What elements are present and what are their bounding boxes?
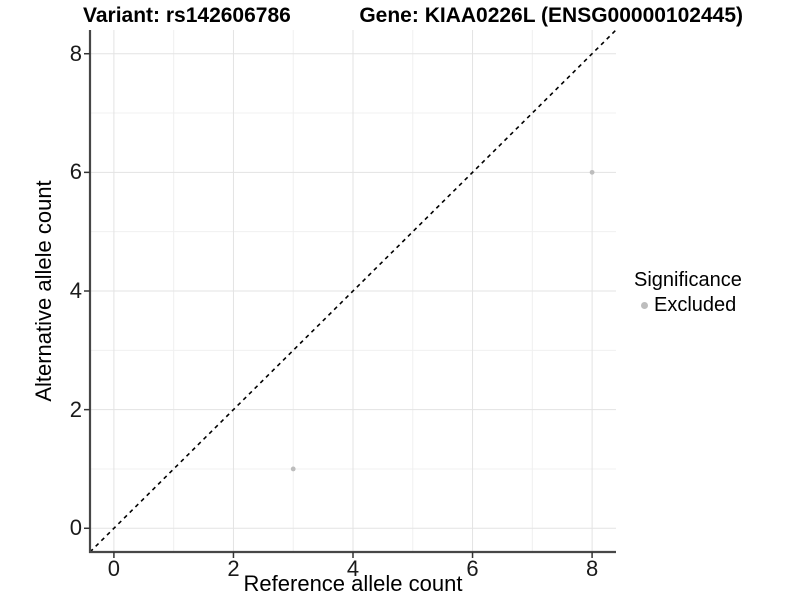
y-tick-label: 6 bbox=[69, 159, 82, 185]
identity-dashed-line bbox=[89, 29, 617, 553]
gene-title: Gene: KIAA0226L (ENSG00000102445) bbox=[359, 4, 743, 27]
x-tick-label: 6 bbox=[466, 556, 479, 581]
x-tick-label: 2 bbox=[227, 556, 240, 581]
y-tick-label: 2 bbox=[69, 396, 82, 422]
legend-title: Significance bbox=[634, 269, 742, 291]
data-point bbox=[290, 466, 296, 472]
excluded-dot-icon bbox=[641, 301, 648, 309]
x-tick-label: 8 bbox=[585, 556, 599, 581]
x-tick-label: 4 bbox=[346, 556, 360, 581]
legend-item-label: Excluded bbox=[654, 294, 737, 316]
variant-title: Variant: rs142606786 bbox=[83, 4, 291, 27]
legend-item-excluded: Excluded bbox=[634, 294, 742, 316]
legend: Significance Excluded bbox=[634, 268, 742, 316]
y-tick-label: 0 bbox=[69, 515, 82, 541]
y-tick-label: 4 bbox=[69, 278, 82, 303]
x-axis-title: Reference allele count bbox=[243, 571, 463, 596]
x-tick-label: 0 bbox=[107, 556, 121, 581]
y-tick-label: 8 bbox=[69, 40, 82, 66]
data-point bbox=[589, 169, 595, 175]
